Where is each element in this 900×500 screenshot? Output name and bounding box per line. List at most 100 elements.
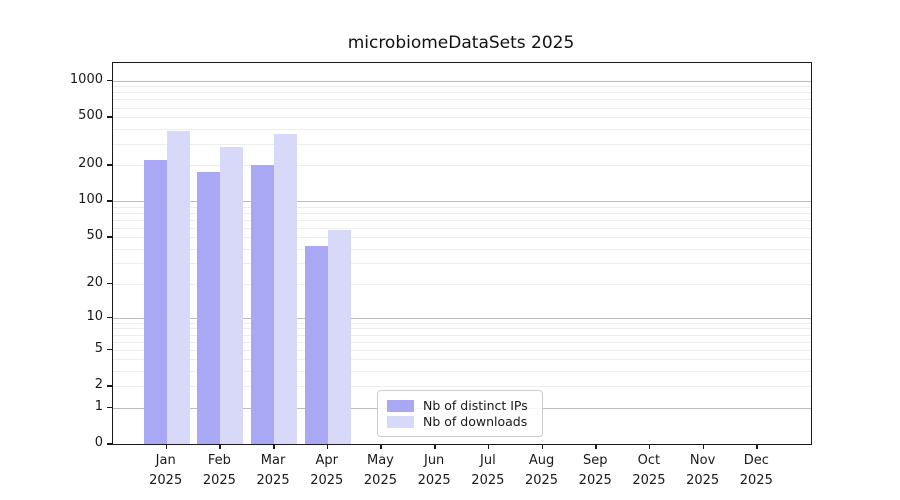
gridline-major <box>113 80 811 82</box>
x-tick-mark <box>595 444 597 449</box>
x-tick-mark <box>702 444 705 449</box>
x-tick-year: 2025 <box>632 473 666 488</box>
gridline-minor <box>113 334 811 336</box>
gridline-minor <box>113 117 811 119</box>
x-tick-mark <box>273 444 275 449</box>
legend-label-distinct-ips: Nb of distinct IPs <box>423 398 528 413</box>
x-tick-year: 2025 <box>739 473 773 488</box>
x-tick-year: 2025 <box>417 473 451 488</box>
gridline-minor <box>113 206 811 208</box>
y-tick-mark <box>107 348 113 351</box>
x-tick-mark <box>434 444 436 449</box>
x-tick-mark <box>380 444 382 449</box>
gridline-minor <box>113 165 811 167</box>
y-tick-label: 500 <box>78 108 103 124</box>
x-tick-mark <box>648 444 651 449</box>
legend-label-downloads: Nb of downloads <box>423 414 528 429</box>
gridline-minor <box>113 99 811 101</box>
bar-downloads-apr <box>327 230 351 444</box>
bar-ips-apr <box>304 246 328 444</box>
y-tick-label: 50 <box>86 228 103 244</box>
legend-swatch-downloads <box>387 415 414 428</box>
x-tick-label: May 2025 <box>347 451 413 491</box>
gridline-minor <box>113 283 811 285</box>
x-tick-year: 2025 <box>149 473 183 488</box>
y-tick-mark <box>107 316 113 319</box>
x-tick-year: 2025 <box>256 473 290 488</box>
bar-ips-mar <box>251 165 275 444</box>
gridline-minor <box>113 349 811 351</box>
gridline-minor <box>113 386 811 388</box>
x-tick-mark <box>165 444 168 449</box>
gridline-minor <box>113 86 811 88</box>
x-tick-month: May <box>367 453 394 468</box>
gridline-minor <box>113 219 811 221</box>
gridline-minor <box>113 107 811 109</box>
y-tick-label: 100 <box>78 192 103 208</box>
x-tick-mark <box>487 444 490 449</box>
x-tick-year: 2025 <box>363 473 397 488</box>
x-tick-label: Dec 2025 <box>723 451 789 491</box>
x-tick-month: Aug <box>528 453 555 468</box>
x-tick-month: Apr <box>315 453 339 468</box>
gridline-minor <box>113 328 811 330</box>
bar-downloads-mar <box>274 133 298 444</box>
x-tick-month: Jun <box>423 453 445 468</box>
y-tick-label: 10 <box>86 308 103 324</box>
bar-downloads-jan <box>166 131 190 444</box>
y-tick-mark <box>107 164 113 166</box>
gridline-minor <box>113 248 811 250</box>
x-tick-month: Nov <box>689 453 716 468</box>
y-tick-mark <box>107 443 113 445</box>
x-tick-label: Jun 2025 <box>401 451 467 491</box>
gridline-minor <box>113 237 811 239</box>
y-tick-mark <box>107 236 113 238</box>
plot-area <box>112 62 812 445</box>
chart-title: microbiomeDataSets 2025 <box>347 33 575 53</box>
x-tick-month: Mar <box>260 453 286 468</box>
y-tick-mark <box>107 200 113 202</box>
x-tick-year: 2025 <box>310 473 344 488</box>
x-tick-label: Jan 2025 <box>133 451 199 491</box>
gridline-minor <box>113 227 811 229</box>
x-tick-month: Jul <box>480 453 496 468</box>
x-tick-mark <box>219 444 221 449</box>
y-tick-label: 0 <box>94 435 103 450</box>
x-tick-year: 2025 <box>686 473 720 488</box>
x-tick-mark <box>326 444 329 449</box>
y-tick-label: 1000 <box>69 71 103 87</box>
x-tick-label: Oct 2025 <box>616 451 682 491</box>
x-tick-year: 2025 <box>202 473 236 488</box>
y-tick-mark <box>107 116 113 118</box>
legend-item-distinct-ips: Nb of distinct IPs <box>387 398 533 413</box>
x-tick-label: Apr 2025 <box>294 451 360 491</box>
gridline-minor <box>113 128 811 130</box>
legend: Nb of distinct IPs Nb of downloads <box>377 390 543 437</box>
y-tick-mark <box>107 385 113 387</box>
gridline-minor <box>113 92 811 94</box>
x-tick-label: Nov 2025 <box>670 451 736 491</box>
x-tick-label: Aug 2025 <box>509 451 575 491</box>
gridline-minor <box>113 371 811 373</box>
bar-ips-feb <box>197 172 221 444</box>
x-tick-label: Sep 2025 <box>562 451 628 491</box>
bar-downloads-feb <box>220 147 244 444</box>
gridline-minor <box>113 263 811 265</box>
y-tick-label: 5 <box>94 340 103 356</box>
bar-ips-jan <box>143 160 167 444</box>
gridline-major <box>113 201 811 203</box>
x-tick-month: Oct <box>637 453 661 468</box>
x-tick-label: Mar 2025 <box>240 451 306 491</box>
x-tick-month: Jan <box>155 453 176 468</box>
y-tick-label: 1 <box>94 398 103 414</box>
y-tick-mark <box>107 406 113 409</box>
x-tick-month: Dec <box>743 453 769 468</box>
gridline-minor <box>113 341 811 343</box>
gridline-minor <box>113 359 811 361</box>
gridline-minor <box>113 322 811 324</box>
x-tick-month: Sep <box>582 453 608 468</box>
x-tick-year: 2025 <box>471 473 505 488</box>
x-tick-year: 2025 <box>524 473 559 488</box>
gridline-major <box>113 317 811 319</box>
